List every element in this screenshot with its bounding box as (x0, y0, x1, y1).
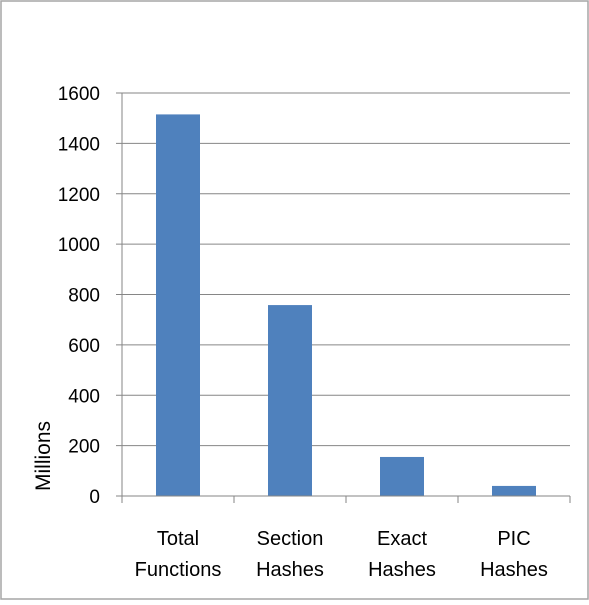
x-tick-label: Section Hashes (256, 528, 324, 581)
x-tick-labels: Total Functions Section Hashes Exact Hashes PI… (135, 528, 548, 581)
axes (116, 92, 571, 503)
bar (492, 485, 536, 496)
bar (268, 305, 312, 496)
y-tick-labels: 0 200 400 600 800 1000 1200 1400 1600 (58, 84, 100, 508)
y-tick-label: 1200 (58, 185, 100, 206)
y-tick-label: 1000 (58, 235, 100, 256)
bars (156, 114, 536, 497)
x-tick-label: PIC Hashes (480, 528, 548, 581)
y-tick-label: 400 (68, 386, 100, 407)
x-tick-label: Exact Hashes (368, 528, 436, 581)
y-tick-label: 800 (68, 286, 100, 307)
bar (380, 456, 424, 496)
bar (156, 114, 200, 497)
y-tick-label: 200 (68, 437, 100, 458)
y-tick-label: 600 (68, 336, 100, 357)
y-axis-label: Millions (32, 421, 55, 491)
y-tick-label: 1400 (58, 134, 100, 155)
y-tick-label: 0 (89, 487, 100, 508)
x-tick-label: Total Functions (135, 528, 222, 581)
y-tick-label: 1600 (58, 84, 100, 105)
